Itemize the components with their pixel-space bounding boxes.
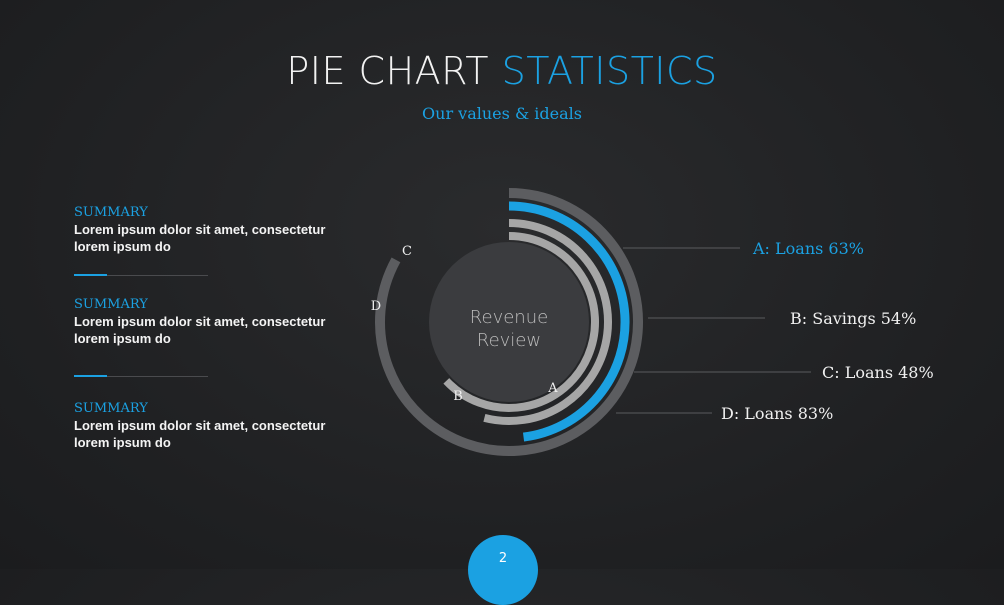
summary-block-1: SUMMARY Lorem ipsum dolor sit amet, cons…: [74, 205, 344, 255]
ring-arc-d: [375, 188, 643, 456]
ring-arc-b: [483, 219, 612, 425]
center-label: Revenue: [470, 307, 548, 328]
center-label: Review: [477, 330, 541, 351]
ring-arc-c: [508, 201, 630, 442]
page-subtitle: Our values & ideals: [422, 104, 582, 123]
summary-heading: SUMMARY: [74, 401, 148, 416]
slice-letter-d: D: [371, 299, 381, 314]
summary-text-line-1: Lorem ipsum dolor sit amet, consectetur: [74, 418, 326, 433]
title-blue-part: STATISTICS: [501, 49, 718, 93]
summary-text-line-2: lorem ipsum do: [74, 239, 171, 254]
slice-letter-b: B: [453, 389, 463, 404]
center-disc: [429, 242, 589, 402]
slice-letter-a: A: [547, 381, 558, 396]
summary-text-line-2: lorem ipsum do: [74, 331, 171, 346]
callout-label-d: D: Loans 83%: [721, 404, 833, 423]
callout-label-b: B: Savings 54%: [790, 309, 916, 328]
page-number: 2: [498, 551, 508, 566]
callout-label-c: C: Loans 48%: [822, 363, 934, 382]
page-title: PIE CHART STATISTICS: [0, 52, 1004, 90]
callout-label-a: A: Loans 63%: [752, 239, 864, 258]
summary-block-3: SUMMARY Lorem ipsum dolor sit amet, cons…: [74, 401, 344, 451]
divider-accent: [74, 375, 107, 377]
divider-accent: [74, 274, 107, 276]
slice-letter-c: C: [402, 244, 412, 259]
summary-heading: SUMMARY: [74, 297, 148, 312]
title-white-part: PIE CHART: [286, 49, 490, 93]
summary-text-line-1: Lorem ipsum dolor sit amet, consectetur: [74, 222, 326, 237]
summary-divider-1: [74, 274, 208, 276]
ring-arc-a: [443, 232, 599, 412]
summary-text-line-1: Lorem ipsum dolor sit amet, consectetur: [74, 314, 326, 329]
summary-heading: SUMMARY: [74, 205, 148, 220]
summary-text-line-2: lorem ipsum do: [74, 435, 171, 450]
page-number-badge: 2: [468, 535, 538, 605]
summary-block-2: SUMMARY Lorem ipsum dolor sit amet, cons…: [74, 297, 344, 347]
summary-divider-2: [74, 375, 208, 377]
